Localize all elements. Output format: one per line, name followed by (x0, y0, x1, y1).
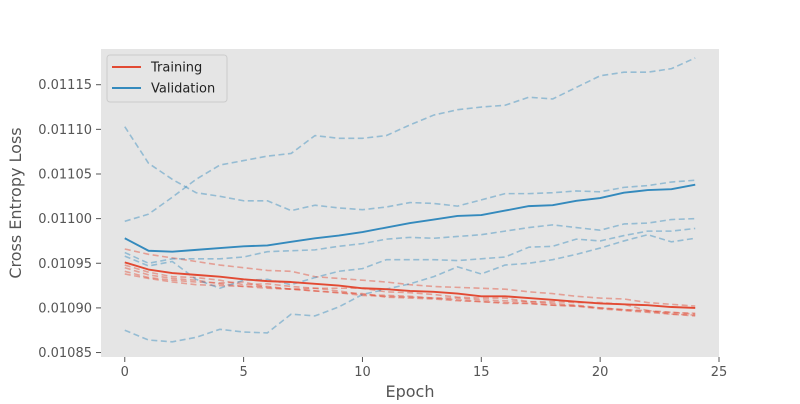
x-tick-label: 10 (354, 365, 371, 380)
y-tick-label: 0.01095 (38, 257, 92, 272)
legend-label-training: Training (150, 61, 202, 76)
x-tick-label: 0 (121, 365, 129, 380)
y-tick-label: 0.01085 (38, 346, 92, 361)
x-tick-label: 5 (239, 365, 247, 380)
x-axis-title: Epoch (386, 382, 435, 400)
run-line-10 (124, 227, 696, 290)
run-line-7 (124, 126, 696, 212)
series-line-validation (124, 183, 696, 253)
run-line-4 (124, 266, 696, 315)
run-line-11 (124, 233, 696, 343)
y-tick-label: 0.01115 (38, 78, 92, 93)
legend: Training Validation (106, 54, 228, 103)
run-line-9 (124, 217, 696, 265)
y-axis-title: Cross Entropy Loss (6, 127, 25, 278)
run-line-5 (124, 270, 696, 317)
axes: 0 5 10 15 20 25 0.01085 0.01090 0.01095 0.01100 0.… (38, 78, 727, 380)
legend-label-validation: Validation (151, 82, 215, 97)
y-tick-label: 0.01105 (38, 167, 92, 182)
y-tick-label: 0.01100 (38, 212, 92, 227)
x-tick-label: 15 (473, 365, 490, 380)
run-line-6 (124, 273, 696, 315)
y-tick-label: 0.01110 (38, 123, 92, 138)
y-tick-label: 0.01090 (38, 301, 92, 316)
run-line-2 (124, 248, 696, 307)
x-tick-label: 25 (711, 365, 728, 380)
series-line-training (124, 261, 696, 309)
x-tick-label: 20 (592, 365, 609, 380)
series-layer (124, 57, 696, 343)
